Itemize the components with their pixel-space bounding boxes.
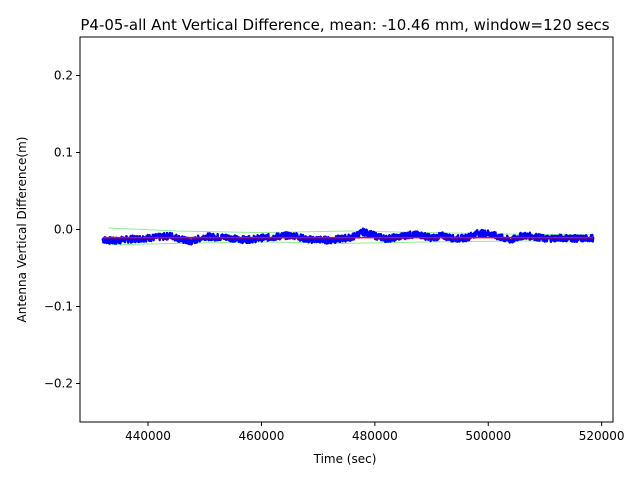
x-tick-label: 440000 bbox=[125, 429, 171, 443]
y-tick-label: 0.0 bbox=[54, 223, 73, 237]
series-point bbox=[362, 230, 365, 234]
series-point bbox=[189, 240, 192, 244]
series-point bbox=[316, 238, 320, 241]
series-point bbox=[294, 234, 297, 237]
y-axis: 0.2 0.1 0.0 −0.1 −0.2 bbox=[44, 69, 80, 391]
series-point bbox=[169, 234, 172, 237]
series-point bbox=[237, 238, 240, 241]
series-point bbox=[373, 234, 377, 237]
y-tick-label: −0.2 bbox=[44, 377, 73, 391]
series-point bbox=[305, 238, 309, 241]
y-tick-label: −0.1 bbox=[44, 300, 73, 314]
y-axis-label: Antenna Vertical Difference(m) bbox=[15, 137, 29, 323]
series-point bbox=[509, 239, 513, 242]
x-tick-label: 520000 bbox=[579, 429, 625, 443]
series-point bbox=[112, 239, 116, 243]
x-tick-label: 500000 bbox=[465, 429, 511, 443]
x-axis-label: Time (sec) bbox=[313, 452, 377, 466]
x-tick-label: 460000 bbox=[239, 429, 285, 443]
series-point bbox=[248, 238, 252, 241]
series-point bbox=[282, 234, 286, 237]
y-tick-label: 0.1 bbox=[54, 146, 73, 160]
series-point bbox=[419, 233, 422, 237]
series-layer bbox=[101, 227, 595, 246]
series-point bbox=[180, 238, 184, 241]
chart-title: P4-05-all Ant Vertical Difference, mean:… bbox=[80, 16, 609, 34]
plot-area bbox=[101, 227, 595, 246]
series-point bbox=[407, 233, 411, 237]
series-point bbox=[101, 238, 104, 241]
x-axis: 440000 460000 480000 500000 520000 bbox=[125, 422, 625, 443]
series-point bbox=[328, 239, 331, 242]
series-point bbox=[124, 238, 127, 241]
series-envelope-line bbox=[108, 227, 591, 236]
series-point bbox=[521, 234, 524, 237]
series-point bbox=[487, 232, 490, 235]
series-point bbox=[441, 234, 445, 237]
y-tick-label: 0.2 bbox=[54, 69, 73, 83]
series-point bbox=[475, 232, 479, 235]
x-tick-label: 480000 bbox=[352, 429, 398, 443]
series-noisy-line bbox=[101, 227, 595, 246]
